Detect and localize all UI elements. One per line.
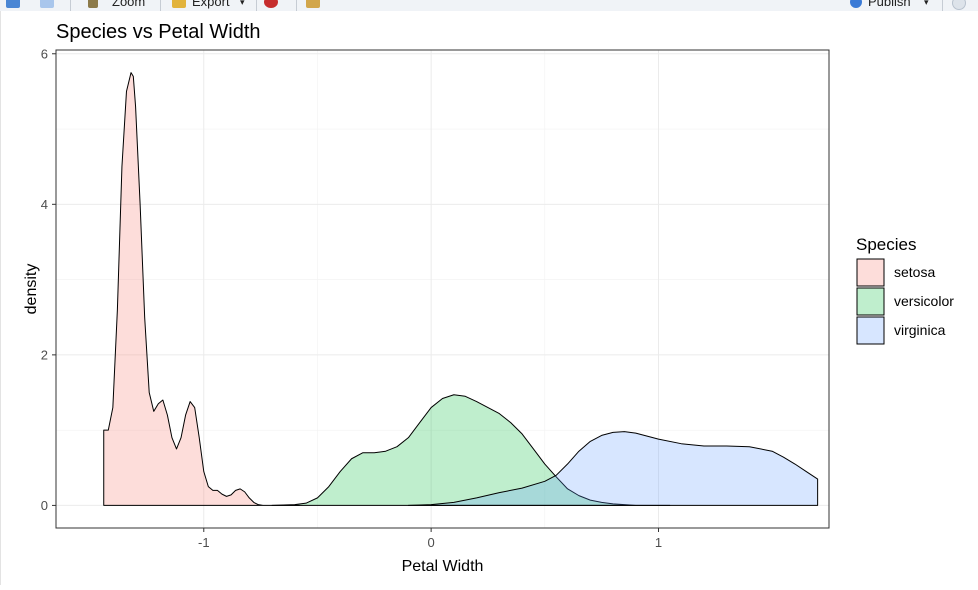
zoom-button[interactable]: Zoom [112,0,146,9]
toolbar-separator [256,0,257,11]
toolbar-separator [70,0,71,11]
legend-title: Species [856,235,916,254]
axes: -1 0 1 0 2 4 6 [41,46,662,550]
legend-label-versicolor: versicolor [894,293,954,309]
toolbar-separator [942,0,943,11]
x-tick-label: 1 [655,535,662,550]
density-area-setosa [103,72,300,506]
y-tick-label: 0 [41,498,48,513]
legend-key-virginica [856,316,885,345]
export-icon [172,0,186,8]
legend-key-versicolor [856,287,885,316]
chevron-down-icon[interactable]: ▾ [240,0,245,7]
density-area-virginica [407,431,819,506]
plot-border [55,49,830,529]
chart-title: Species vs Petal Width [56,21,261,43]
x-axis-label: Petal Width [402,558,484,575]
publish-icon [850,0,862,8]
density-area-versicolor [271,394,671,506]
y-tick-label: 2 [41,347,48,362]
density-series [103,72,819,506]
y-axis-label: density [23,264,40,315]
back-icon[interactable] [6,0,20,8]
legend-key-background [857,259,884,286]
toolbar-separator [296,0,297,11]
legend-key-background [857,317,884,344]
clear-icon[interactable] [264,0,278,8]
export-button[interactable]: Export [192,0,230,9]
publish-button[interactable]: Publish [868,0,911,9]
toolbar-separator [160,0,161,11]
legend-key-background [857,288,884,315]
legend-label-virginica: virginica [894,322,946,338]
density-chart: Species vs Petal Width -1 0 1 0 2 4 6 Petal Wi… [23,21,954,575]
legend: Species setosa versicolor virginica [856,235,954,345]
refresh-icon[interactable] [952,0,966,10]
plot-area-container: Species vs Petal Width -1 0 1 0 2 4 6 Petal Wi… [0,11,978,585]
x-tick-label: 0 [428,535,435,550]
zoom-icon [88,0,98,8]
chevron-down-icon[interactable]: ▾ [924,0,929,7]
forward-icon[interactable] [40,0,54,8]
legend-key-setosa [856,258,885,287]
y-tick-label: 6 [41,46,48,61]
x-tick-label: -1 [198,535,210,550]
y-tick-label: 4 [41,197,48,212]
broom-icon[interactable] [306,0,320,8]
legend-label-setosa: setosa [894,264,935,280]
plot-panel [56,50,829,528]
